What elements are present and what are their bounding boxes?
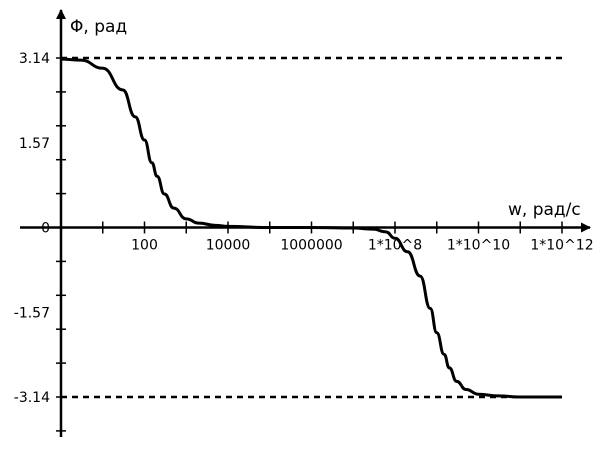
y-axis-label: Φ, рад <box>70 17 127 37</box>
y-tick-label: 1.57 <box>19 136 50 152</box>
y-ticks: 3.14 1.57 0 -1.57 -3.14 <box>14 51 66 432</box>
x-tick-label: 10000 <box>206 238 251 254</box>
y-tick-label: -1.57 <box>14 305 50 321</box>
y-tick-label: 0 <box>41 221 50 237</box>
y-tick-label: 3.14 <box>19 51 50 67</box>
x-tick-label: 1*10^10 <box>447 238 510 254</box>
x-tick-label: 1*10^8 <box>368 238 422 254</box>
x-axis-label: w, рад/с <box>508 200 581 220</box>
x-tick-label: 1*10^12 <box>530 238 593 254</box>
x-ticks: 100 10000 1000000 1*10^8 1*10^10 1*10^12 <box>60 221 594 254</box>
y-tick-label: -3.14 <box>14 390 50 406</box>
phase-curve <box>60 57 562 399</box>
x-tick-label: 1000000 <box>280 238 342 254</box>
x-tick-label: 100 <box>131 238 158 254</box>
